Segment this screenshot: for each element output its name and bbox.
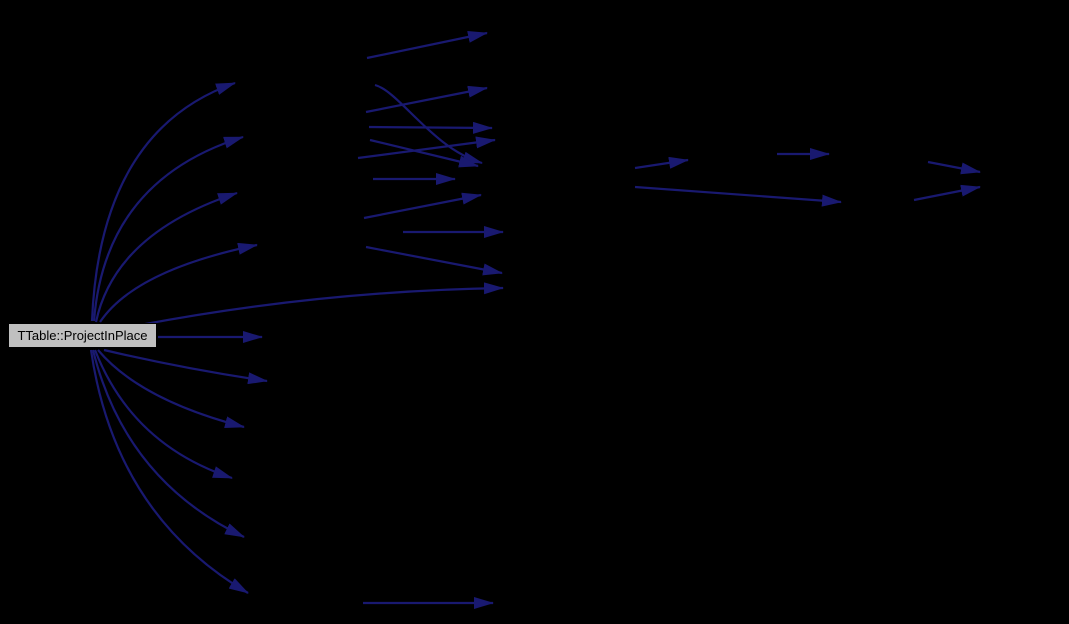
call-edge	[365, 245, 503, 276]
call-edge	[365, 85, 488, 114]
call-edge	[374, 83, 483, 165]
call-edge	[139, 282, 504, 327]
call-edge	[357, 136, 496, 160]
call-edge	[913, 184, 981, 202]
call-edge	[92, 135, 244, 322]
node-label: TTable::ProjectInPlace	[17, 328, 148, 343]
call-edge	[634, 156, 689, 170]
call-edge	[368, 121, 493, 134]
call-edge	[93, 349, 233, 480]
call-edge	[366, 31, 488, 60]
call-edge	[89, 349, 249, 594]
call-edge	[103, 348, 268, 385]
edges-layer	[89, 31, 981, 609]
call-edge	[369, 138, 479, 168]
call-edge	[91, 349, 245, 538]
call-edge	[363, 192, 482, 220]
call-edge	[634, 185, 842, 207]
call-edge	[99, 242, 258, 323]
call-edge	[94, 191, 238, 323]
node-ttable-projectinplace[interactable]: TTable::ProjectInPlace	[8, 323, 157, 348]
call-edge	[90, 81, 236, 322]
call-edge	[97, 349, 245, 429]
call-edge	[927, 160, 981, 175]
